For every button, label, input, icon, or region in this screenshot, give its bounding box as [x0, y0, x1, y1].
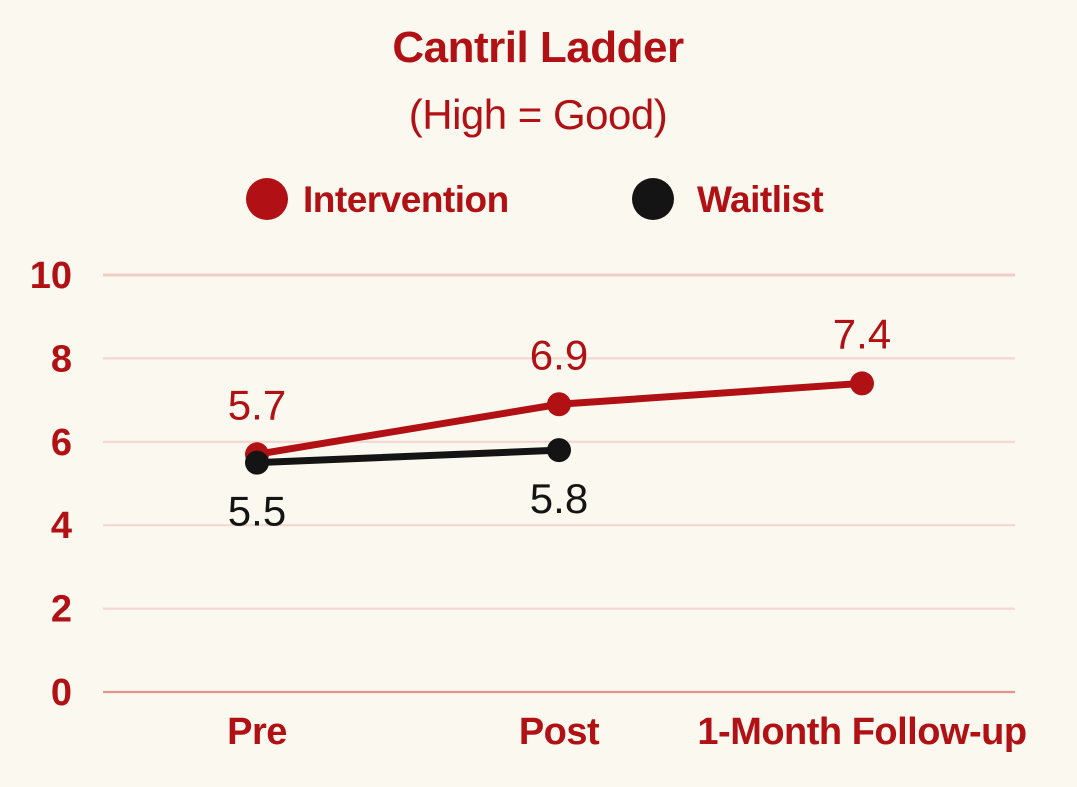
data-label-waitlist-post: 5.8 [530, 475, 588, 522]
x-axis-category-labels: Pre Post 1-Month Follow-up [227, 711, 1027, 753]
y-tick-label-4: 4 [51, 505, 72, 547]
legend-label-intervention: Intervention [303, 179, 509, 220]
data-label-waitlist-pre: 5.5 [228, 488, 286, 535]
y-tick-label-6: 6 [51, 422, 72, 464]
data-label-intervention-1-month-follow-up: 7.4 [833, 310, 891, 357]
data-point-intervention-post [547, 392, 571, 417]
x-axis-label-pre: Pre [227, 711, 287, 753]
data-label-intervention-post: 6.9 [530, 331, 588, 378]
y-tick-label-2: 2 [51, 589, 72, 631]
gridlines [103, 273, 1015, 694]
y-tick-label-10: 10 [30, 255, 72, 297]
legend-dot-intervention-icon [246, 178, 288, 220]
y-axis-tick-labels: 0 2 4 6 8 10 [30, 255, 72, 714]
legend-dot-waitlist-icon [632, 178, 674, 220]
chart-title: Cantril Ladder [392, 23, 684, 72]
x-axis-label-post: Post [519, 711, 600, 753]
legend: Intervention Waitlist [246, 178, 824, 220]
data-label-intervention-pre: 5.7 [228, 381, 286, 428]
data-point-intervention-1-month-follow-up [850, 371, 874, 396]
data-point-waitlist-pre [245, 450, 269, 475]
y-tick-label-8: 8 [51, 338, 72, 380]
data-point-waitlist-post [547, 438, 571, 463]
series-line-waitlist [253, 446, 563, 467]
plot-series: 5.7 6.9 7.4 5.5 5.8 [228, 310, 891, 534]
chart-subtitle: (High = Good) [409, 91, 667, 138]
y-tick-label-0: 0 [51, 672, 72, 714]
legend-label-waitlist: Waitlist [697, 179, 823, 220]
x-axis-label-1-month-follow-up: 1-Month Follow-up [697, 711, 1026, 753]
